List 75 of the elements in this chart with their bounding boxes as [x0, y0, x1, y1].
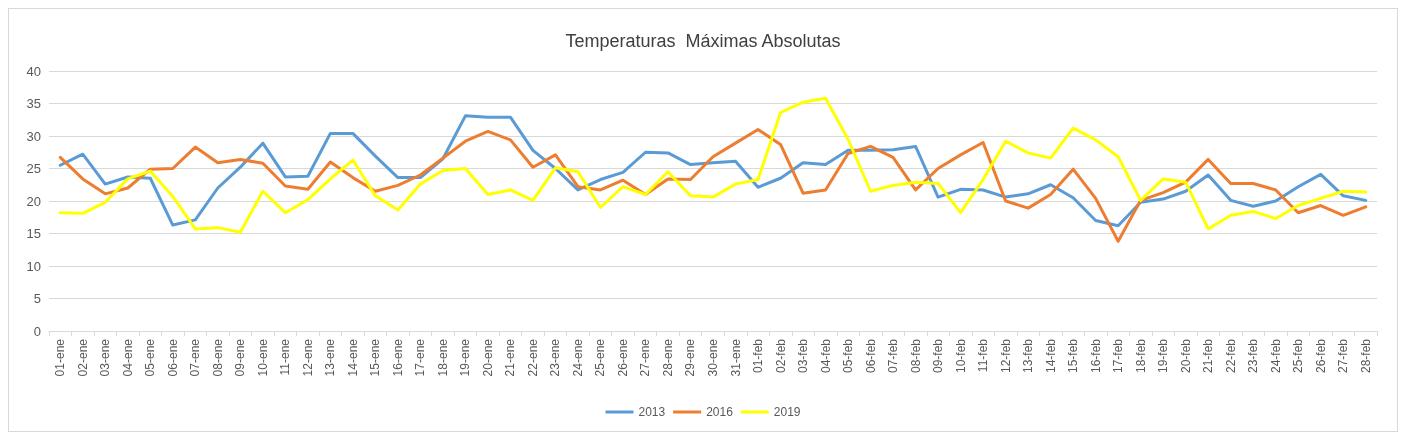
x-tick-label: 18-ene — [435, 338, 450, 377]
x-tick-label: 08-ene — [210, 338, 225, 377]
x-tick-label: 27-ene — [638, 338, 653, 377]
legend-label: 2013 — [638, 405, 666, 419]
line-series — [58, 114, 1368, 228]
x-tick-label: 15-ene — [368, 338, 383, 377]
line-series — [58, 128, 1368, 243]
x-tick-label: 03-ene — [98, 338, 113, 377]
x-tick-label: 22-feb — [1223, 338, 1238, 374]
y-tick-label: 35 — [26, 96, 41, 111]
x-tick-label: 07-ene — [188, 338, 203, 377]
x-tick-label: 17-ene — [413, 338, 428, 377]
x-tick-label: 14-feb — [1043, 338, 1058, 374]
x-tick-label: 19-ene — [458, 338, 473, 377]
x-tick-label: 24-feb — [1268, 338, 1283, 374]
x-tick-label: 21-feb — [1201, 338, 1216, 374]
x-tick-label: 27-feb — [1336, 338, 1351, 374]
x-tick-label: 28-ene — [660, 338, 675, 377]
x-tick-label: 31-ene — [728, 338, 743, 377]
x-tick-label: 06-feb — [863, 338, 878, 374]
x-tick-label: 11-ene — [278, 338, 293, 376]
y-tick-label: 25 — [26, 161, 41, 176]
x-tick-label: 01-feb — [751, 338, 766, 374]
x-tick-label: 07-feb — [886, 338, 901, 374]
x-tick-label: 10-feb — [953, 338, 968, 374]
x-tick-label: 19-feb — [1156, 338, 1171, 374]
y-tick-label: 40 — [26, 63, 41, 79]
x-tick-label: 04-feb — [818, 338, 833, 374]
x-tick-label: 10-ene — [255, 338, 270, 377]
x-tick-label: 29-ene — [683, 338, 698, 377]
x-tick-label: 25-ene — [593, 338, 608, 377]
x-tick-label: 23-ene — [548, 338, 563, 377]
x-tick-label: 11-feb — [976, 338, 991, 373]
x-tick-label: 15-feb — [1066, 338, 1081, 374]
x-tick-label: 20-feb — [1178, 338, 1193, 374]
x-tick-label: 09-ene — [233, 338, 248, 377]
x-tick-label: 18-feb — [1133, 338, 1148, 374]
y-tick-label: 0 — [33, 323, 41, 339]
x-tick-label: 12-feb — [998, 338, 1013, 374]
x-tick-label: 14-ene — [345, 338, 360, 377]
x-tick-label: 25-feb — [1291, 338, 1306, 374]
y-tick-label: 15 — [26, 226, 41, 241]
x-tick-label: 17-feb — [1111, 338, 1126, 374]
x-tick-label: 16-ene — [390, 338, 405, 377]
x-tick-label: 05-ene — [143, 338, 158, 377]
x-tick-label: 06-ene — [165, 338, 180, 377]
x-tick-label: 13-ene — [323, 338, 338, 377]
legend-label: 2016 — [706, 405, 734, 419]
legend-label: 2019 — [773, 405, 801, 419]
x-tick-label: 22-ene — [525, 338, 540, 377]
x-tick-label: 21-ene — [503, 338, 518, 377]
x-tick-label: 03-feb — [796, 338, 811, 374]
x-tick-label: 01-ene — [53, 338, 68, 377]
y-tick-label: 30 — [26, 128, 41, 144]
line-series — [58, 96, 1368, 234]
x-tick-label: 04-ene — [120, 338, 135, 377]
x-tick-label: 24-ene — [570, 338, 585, 377]
x-tick-label: 28-feb — [1358, 338, 1373, 374]
chart-title: Temperaturas Máximas Absolutas — [565, 31, 841, 51]
x-tick-label: 05-feb — [841, 338, 856, 374]
y-tick-label: 20 — [26, 193, 41, 209]
x-tick-label: 23-feb — [1246, 338, 1261, 374]
x-tick-label: 30-ene — [706, 338, 720, 377]
x-tick-label: 12-ene — [300, 338, 315, 377]
x-tick-label: 02-ene — [75, 338, 90, 377]
x-tick-label: 26-ene — [615, 338, 630, 377]
x-tick-label: 20-ene — [480, 338, 495, 377]
x-tick-label: 13-feb — [1021, 338, 1036, 374]
x-tick-label: 08-feb — [908, 338, 923, 374]
x-tick-label: 26-feb — [1313, 338, 1328, 374]
y-tick-label: 5 — [33, 291, 41, 306]
x-tick-label: 16-feb — [1088, 338, 1103, 374]
y-tick-label: 10 — [26, 258, 41, 274]
x-tick-label: 02-feb — [773, 338, 788, 374]
x-tick-label: 09-feb — [931, 338, 946, 374]
